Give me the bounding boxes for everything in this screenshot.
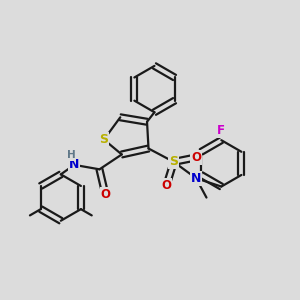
- Text: S: S: [169, 155, 178, 168]
- Text: H: H: [67, 150, 76, 160]
- Text: N: N: [191, 172, 201, 185]
- Text: N: N: [69, 158, 80, 171]
- Text: O: O: [100, 188, 110, 201]
- Text: O: O: [191, 151, 201, 164]
- Text: O: O: [161, 179, 171, 192]
- Text: F: F: [217, 124, 225, 137]
- Text: S: S: [99, 133, 108, 146]
